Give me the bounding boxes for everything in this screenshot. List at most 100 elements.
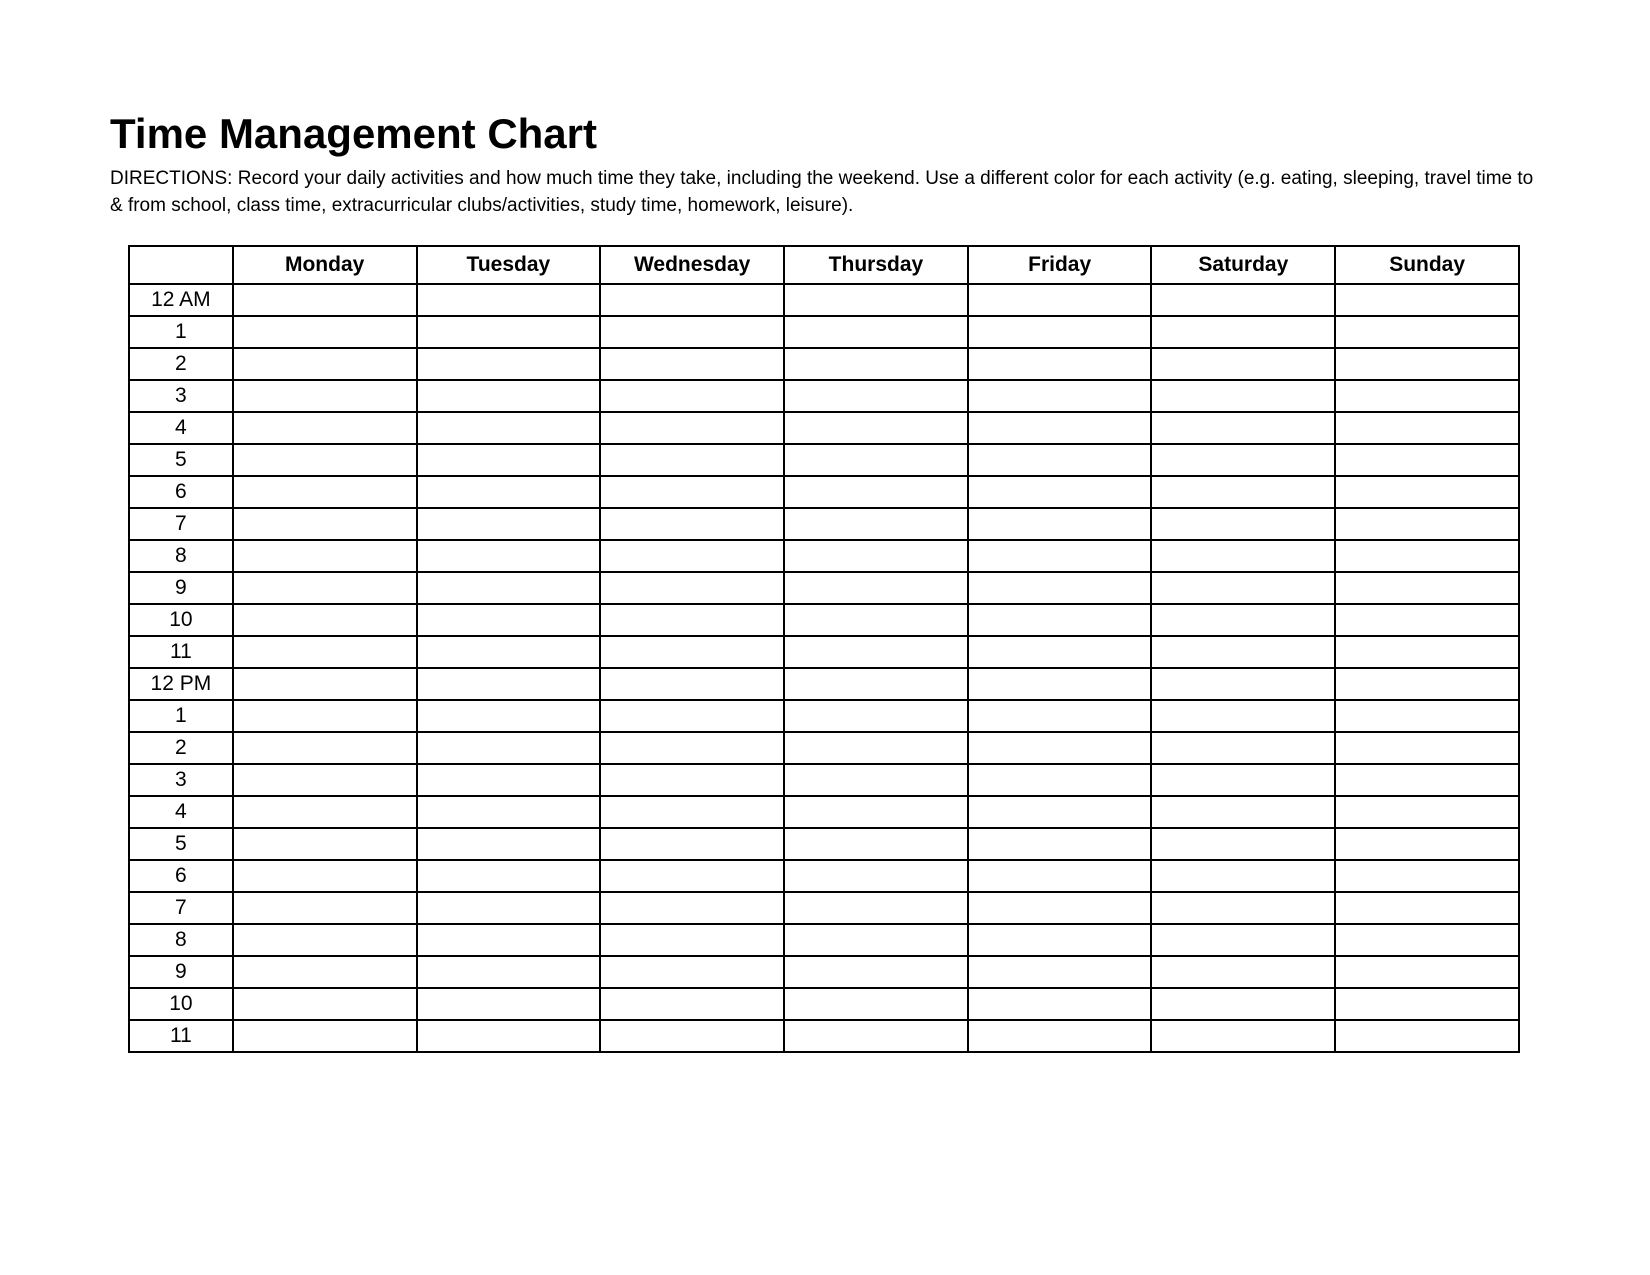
table-cell (1335, 284, 1519, 316)
table-cell (1151, 636, 1335, 668)
table-cell (600, 1020, 784, 1052)
table-cell (233, 508, 417, 540)
table-cell (784, 348, 968, 380)
table-cell (1335, 412, 1519, 444)
table-cell (1151, 508, 1335, 540)
table-cell (968, 956, 1152, 988)
directions-text: DIRECTIONS: Record your daily activities… (110, 166, 1540, 219)
table-cell (233, 828, 417, 860)
table-cell (1151, 572, 1335, 604)
time-label-cell: 1 (129, 316, 233, 348)
table-cell (1335, 860, 1519, 892)
table-cell (1335, 604, 1519, 636)
table-cell (1151, 764, 1335, 796)
table-cell (233, 412, 417, 444)
table-cell (968, 860, 1152, 892)
table-cell (600, 284, 784, 316)
table-cell (417, 412, 601, 444)
table-cell (784, 1020, 968, 1052)
table-cell (233, 732, 417, 764)
table-cell (1335, 444, 1519, 476)
table-header-saturday: Saturday (1151, 246, 1335, 284)
table-cell (233, 892, 417, 924)
table-cell (600, 860, 784, 892)
table-body: 12 AM123456789101112 PM1234567891011 (129, 284, 1519, 1052)
table-cell (417, 764, 601, 796)
time-label-cell: 1 (129, 700, 233, 732)
table-cell (968, 764, 1152, 796)
table-cell (784, 732, 968, 764)
table-cell (1151, 348, 1335, 380)
table-row: 2 (129, 732, 1519, 764)
table-row: 8 (129, 924, 1519, 956)
table-cell (968, 380, 1152, 412)
table-cell (1151, 1020, 1335, 1052)
table-cell (968, 636, 1152, 668)
table-cell (600, 540, 784, 572)
time-label-cell: 12 PM (129, 668, 233, 700)
table-cell (784, 572, 968, 604)
table-cell (233, 380, 417, 412)
table-cell (784, 412, 968, 444)
table-header-sunday: Sunday (1335, 246, 1519, 284)
table-cell (600, 348, 784, 380)
table-cell (233, 860, 417, 892)
table-cell (600, 412, 784, 444)
table-cell (784, 508, 968, 540)
table-cell (1335, 988, 1519, 1020)
table-row: 10 (129, 604, 1519, 636)
table-cell (600, 828, 784, 860)
table-cell (233, 348, 417, 380)
table-header-tuesday: Tuesday (417, 246, 601, 284)
table-cell (968, 1020, 1152, 1052)
page-title: Time Management Chart (110, 110, 1540, 158)
table-cell (417, 860, 601, 892)
table-cell (417, 700, 601, 732)
table-cell (1335, 668, 1519, 700)
table-cell (784, 764, 968, 796)
table-cell (968, 476, 1152, 508)
table-cell (233, 572, 417, 604)
table-cell (784, 540, 968, 572)
table-row: 9 (129, 572, 1519, 604)
table-cell (784, 284, 968, 316)
time-label-cell: 4 (129, 796, 233, 828)
table-cell (1151, 700, 1335, 732)
table-cell (600, 380, 784, 412)
table-cell (1151, 828, 1335, 860)
table-header-blank (129, 246, 233, 284)
table-cell (784, 604, 968, 636)
table-cell (968, 828, 1152, 860)
time-label-cell: 7 (129, 508, 233, 540)
table-row: 4 (129, 412, 1519, 444)
time-label-cell: 8 (129, 924, 233, 956)
table-cell (1151, 284, 1335, 316)
table-cell (417, 380, 601, 412)
table-cell (968, 732, 1152, 764)
table-cell (1151, 476, 1335, 508)
table-row: 12 PM (129, 668, 1519, 700)
table-cell (968, 444, 1152, 476)
table-cell (784, 924, 968, 956)
table-cell (233, 284, 417, 316)
table-cell (968, 316, 1152, 348)
table-cell (233, 476, 417, 508)
time-management-table: Monday Tuesday Wednesday Thursday Friday… (128, 245, 1520, 1053)
table-cell (600, 796, 784, 828)
table-cell (417, 508, 601, 540)
table-cell (417, 444, 601, 476)
time-label-cell: 11 (129, 636, 233, 668)
table-cell (784, 476, 968, 508)
table-cell (1335, 956, 1519, 988)
chart-wrapper: Monday Tuesday Wednesday Thursday Friday… (110, 245, 1540, 1053)
time-label-cell: 4 (129, 412, 233, 444)
table-cell (233, 956, 417, 988)
table-cell (1151, 924, 1335, 956)
time-label-cell: 2 (129, 732, 233, 764)
table-cell (417, 572, 601, 604)
table-cell (1151, 380, 1335, 412)
table-cell (1335, 924, 1519, 956)
table-cell (1335, 828, 1519, 860)
table-header-row: Monday Tuesday Wednesday Thursday Friday… (129, 246, 1519, 284)
table-cell (784, 444, 968, 476)
